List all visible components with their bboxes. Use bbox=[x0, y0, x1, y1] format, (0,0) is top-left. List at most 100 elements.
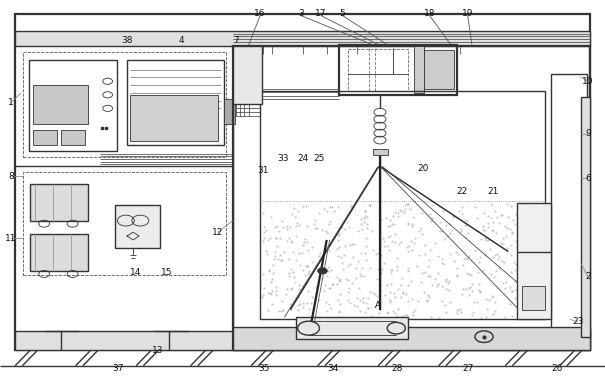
Point bbox=[315, 252, 324, 259]
Point bbox=[382, 243, 391, 249]
Point bbox=[361, 300, 371, 307]
Point bbox=[511, 221, 520, 227]
Point bbox=[458, 286, 468, 292]
Point bbox=[393, 262, 402, 269]
Point bbox=[272, 243, 282, 249]
Text: 9: 9 bbox=[585, 129, 591, 138]
Point bbox=[319, 288, 329, 294]
Point bbox=[397, 290, 407, 296]
Point bbox=[462, 270, 471, 276]
Point bbox=[271, 288, 281, 294]
Point bbox=[386, 281, 396, 287]
Point bbox=[497, 257, 506, 264]
Bar bbox=[33, 85, 88, 124]
Point bbox=[316, 315, 326, 321]
Text: 33: 33 bbox=[276, 154, 289, 163]
Point bbox=[507, 313, 517, 319]
Point bbox=[335, 276, 345, 282]
Point bbox=[271, 284, 281, 290]
Point bbox=[334, 277, 344, 283]
Point bbox=[359, 272, 369, 279]
Bar bbox=[23, 52, 226, 157]
Text: 1: 1 bbox=[8, 98, 14, 107]
Point bbox=[293, 302, 303, 308]
Point bbox=[302, 263, 312, 269]
Point bbox=[494, 253, 504, 259]
Point bbox=[506, 242, 516, 248]
Point bbox=[315, 250, 324, 256]
Point bbox=[437, 283, 446, 289]
Point bbox=[351, 275, 361, 281]
Point bbox=[301, 279, 311, 286]
Point bbox=[422, 297, 431, 303]
Point bbox=[526, 267, 535, 274]
Point bbox=[284, 269, 293, 276]
Point bbox=[285, 305, 295, 311]
Point bbox=[385, 223, 395, 229]
Point bbox=[487, 294, 497, 300]
Point bbox=[430, 276, 439, 282]
Point bbox=[355, 271, 365, 277]
Point bbox=[524, 231, 534, 237]
Point bbox=[391, 310, 401, 316]
Point bbox=[403, 201, 413, 207]
Point bbox=[333, 252, 342, 259]
Point bbox=[263, 251, 272, 257]
Point bbox=[444, 278, 454, 284]
Point bbox=[257, 294, 267, 300]
Point bbox=[388, 238, 397, 244]
Point bbox=[301, 202, 311, 209]
Point bbox=[345, 260, 355, 267]
Point bbox=[361, 235, 370, 241]
Bar bbox=[233, 46, 262, 104]
Point bbox=[441, 278, 451, 284]
Point bbox=[321, 299, 331, 305]
Point bbox=[509, 217, 518, 223]
Bar bbox=[233, 327, 590, 350]
Point bbox=[319, 205, 329, 212]
Point bbox=[474, 259, 484, 265]
Point bbox=[302, 300, 312, 307]
Point bbox=[508, 288, 517, 294]
Point bbox=[265, 235, 275, 241]
Point bbox=[294, 286, 304, 292]
Point bbox=[367, 313, 376, 319]
Point bbox=[452, 310, 462, 316]
Point bbox=[264, 237, 273, 243]
Point bbox=[499, 240, 508, 247]
Point bbox=[344, 223, 354, 229]
Point bbox=[270, 235, 280, 241]
Point bbox=[435, 228, 445, 234]
Point bbox=[393, 267, 402, 273]
Point bbox=[363, 305, 373, 311]
Point bbox=[374, 259, 384, 265]
Point bbox=[425, 211, 435, 217]
Point bbox=[344, 285, 354, 291]
Text: 5: 5 bbox=[339, 9, 345, 18]
Point bbox=[486, 271, 496, 277]
Point bbox=[535, 249, 545, 255]
Point bbox=[260, 229, 269, 235]
Point bbox=[408, 223, 417, 229]
Point bbox=[353, 228, 362, 235]
Point bbox=[456, 309, 466, 315]
Point bbox=[325, 204, 335, 210]
Point bbox=[468, 309, 477, 315]
Point bbox=[531, 219, 540, 225]
Point bbox=[361, 243, 370, 249]
Point bbox=[511, 211, 521, 217]
Point bbox=[443, 233, 453, 239]
Point bbox=[286, 301, 295, 307]
Point bbox=[492, 214, 502, 221]
Point bbox=[497, 240, 506, 246]
Point bbox=[273, 256, 283, 262]
Point bbox=[459, 256, 469, 262]
Point bbox=[388, 289, 398, 296]
Point bbox=[517, 310, 527, 316]
Point bbox=[345, 242, 355, 248]
Point bbox=[491, 268, 501, 274]
Point bbox=[284, 256, 294, 262]
Text: 19: 19 bbox=[462, 9, 474, 18]
Point bbox=[356, 216, 366, 222]
Text: 38: 38 bbox=[121, 36, 133, 45]
